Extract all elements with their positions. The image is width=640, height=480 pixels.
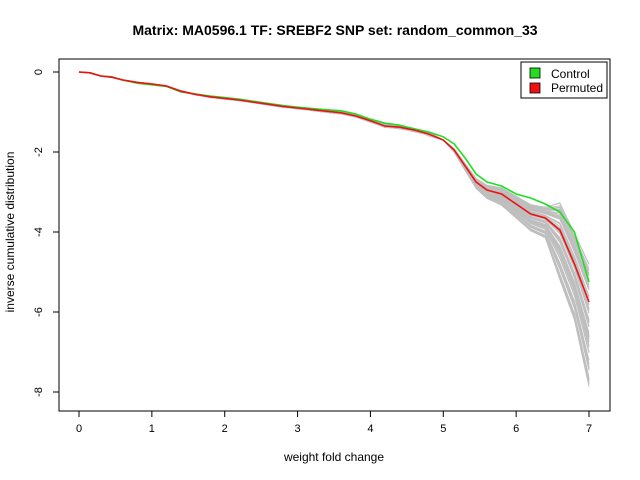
y-tick-label: 0 xyxy=(33,69,45,75)
y-tick-label: -2 xyxy=(33,147,45,157)
background-line xyxy=(78,71,590,274)
background-line xyxy=(78,71,590,387)
background-line xyxy=(78,71,590,298)
background-lines xyxy=(78,71,590,387)
x-tick-label: 5 xyxy=(440,423,446,435)
x-tick-label: 2 xyxy=(222,423,228,435)
background-line xyxy=(78,71,590,265)
background-line xyxy=(78,71,590,368)
background-line xyxy=(78,71,590,370)
x-tick-label: 3 xyxy=(295,423,301,435)
y-tick-label: -4 xyxy=(33,227,45,237)
legend: Control Permuted xyxy=(520,61,608,99)
x-tick-label: 1 xyxy=(149,423,155,435)
background-line xyxy=(78,71,590,382)
background-line xyxy=(78,71,590,380)
background-line xyxy=(78,71,590,361)
y-axis-label: inverse cumulative distribution xyxy=(3,152,17,313)
y-tick-label: -6 xyxy=(33,307,45,317)
background-line xyxy=(78,71,590,383)
background-line xyxy=(78,71,590,385)
x-tick-label: 7 xyxy=(586,423,592,435)
background-line xyxy=(78,71,590,286)
plot-area xyxy=(78,71,590,387)
background-line xyxy=(78,71,590,290)
legend-swatch-permuted xyxy=(529,82,541,94)
background-line xyxy=(78,71,590,272)
background-line xyxy=(78,71,590,277)
background-line xyxy=(78,71,590,265)
background-line xyxy=(78,71,590,382)
x-axis-label: weight fold change xyxy=(283,450,384,464)
background-line xyxy=(78,71,590,291)
background-line xyxy=(78,71,590,364)
background-line xyxy=(78,71,590,275)
background-line xyxy=(78,71,590,287)
background-line xyxy=(78,71,590,365)
x-tick-label: 6 xyxy=(513,423,519,435)
background-line xyxy=(78,71,590,280)
series-line-permuted xyxy=(78,71,590,303)
background-line xyxy=(78,71,590,269)
background-line xyxy=(78,71,590,298)
background-line xyxy=(78,71,590,283)
background-line xyxy=(78,71,590,381)
series-line-control xyxy=(78,71,590,283)
x-tick-label: 4 xyxy=(367,423,373,435)
legend-label-control: Control xyxy=(551,67,590,81)
background-line xyxy=(78,71,590,302)
legend-swatch-control xyxy=(529,67,541,79)
y-tick-label: -8 xyxy=(33,387,45,397)
background-line xyxy=(78,71,590,297)
background-line xyxy=(78,71,590,371)
legend-label-permuted: Permuted xyxy=(551,81,603,95)
background-line xyxy=(78,71,590,378)
background-line xyxy=(78,71,590,311)
y-axis: 0 -2 -4 -6 -8 xyxy=(33,69,60,397)
background-line xyxy=(78,71,590,309)
series-lines xyxy=(78,71,590,303)
x-tick-label: 0 xyxy=(76,423,82,435)
chart-title: Matrix: MA0596.1 TF: SREBF2 SNP set: ran… xyxy=(132,22,537,38)
background-line xyxy=(78,71,590,306)
background-line xyxy=(78,71,590,289)
x-axis: 0 1 2 3 4 5 6 7 xyxy=(76,410,592,435)
background-line xyxy=(78,71,590,283)
background-line xyxy=(78,71,590,368)
